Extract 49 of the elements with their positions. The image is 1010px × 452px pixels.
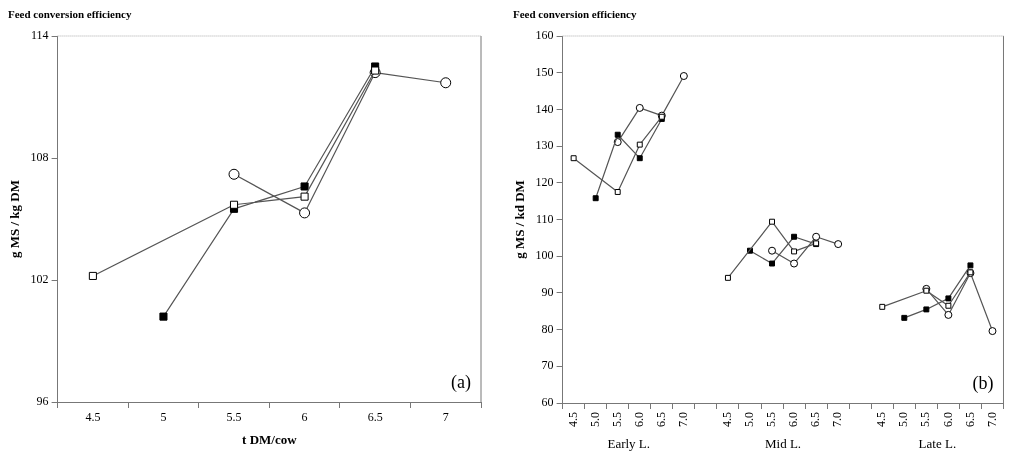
annotation: (a) (451, 372, 471, 393)
x-tick-label: 6.5 (808, 412, 823, 427)
x-tick-label: 5.5 (609, 412, 624, 427)
x-tick-label: 7.0 (830, 412, 845, 427)
x-tick-label: 5.5 (226, 410, 242, 425)
x-tick-label: 7.0 (676, 412, 690, 427)
y-tick-label: 90 (541, 285, 554, 300)
x-tick-label: 5.5 (918, 412, 933, 427)
x-tick-label: 5 (160, 410, 167, 425)
x-tick-label: 6 (301, 410, 308, 425)
x-tick-label: 6.5 (962, 412, 977, 427)
x-tick-label: 5.0 (587, 412, 602, 427)
y-tick-label: 70 (541, 358, 554, 373)
y-tick-label: 160 (535, 28, 554, 43)
text: Late L. (918, 436, 957, 451)
y-tick-label: 110 (536, 211, 554, 226)
y-tick-label: 130 (535, 138, 554, 153)
y-tick-label: 150 (535, 64, 554, 79)
x-axis-title: t DM/cow (242, 431, 298, 447)
y-tick-label: 100 (535, 248, 554, 263)
y-tick-label: 96 (36, 394, 49, 409)
x-tick-label: 4.5 (565, 412, 580, 427)
y-tick-label: 140 (535, 101, 554, 116)
x-tick-label: 6.0 (940, 412, 955, 427)
x-tick-label: 4.5 (85, 410, 101, 425)
y-tick-label: 114 (31, 28, 49, 43)
x-tick-label: 4.5 (720, 412, 735, 427)
y-tick-label: 108 (30, 150, 49, 165)
x-tick-label: 5.5 (764, 412, 779, 427)
text: Mid L. (764, 436, 802, 451)
x-tick-label: 5.0 (896, 412, 911, 427)
y-tick-label: 120 (535, 174, 554, 189)
y-tick-label: 60 (541, 395, 554, 410)
text: Early L. (607, 436, 651, 451)
chart-title: Feed conversion efficiency (8, 8, 132, 20)
y-axis-title: g MS / kd DM (512, 180, 528, 259)
chart-title: Feed conversion efficiency (513, 8, 637, 20)
x-tick-label: 6.5 (653, 412, 668, 427)
x-tick-label: 6.5 (367, 410, 383, 425)
y-tick-label: 80 (541, 321, 554, 336)
x-tick-label: 7 (442, 410, 449, 425)
annotation: (b) (972, 373, 994, 394)
x-tick-label: 4.5 (874, 412, 889, 427)
x-tick-label: 5.0 (742, 412, 757, 427)
y-axis-title: g MS / kg DM (7, 180, 23, 258)
x-tick-label: 7.0 (984, 412, 999, 427)
y-tick-label: 102 (30, 272, 49, 287)
x-tick-label: 6.0 (631, 412, 646, 427)
x-tick-label: 6.0 (786, 412, 801, 427)
